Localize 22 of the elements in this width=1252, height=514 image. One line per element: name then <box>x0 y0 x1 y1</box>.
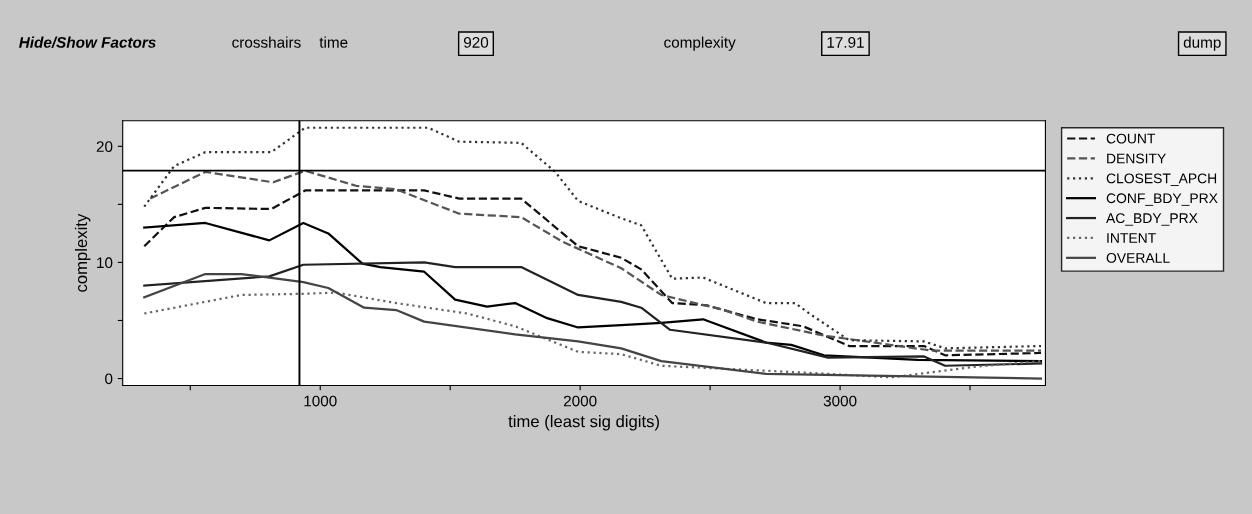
text: crosshairs <box>232 36 301 48</box>
x-axis-title: time (least sig digits) <box>508 415 659 431</box>
text: 17.91 <box>827 36 864 48</box>
legend-label: CLOSEST_APCH <box>1106 173 1217 186</box>
legend-label: OVERALL <box>1106 253 1170 263</box>
x-tick-label: 2000 <box>563 395 597 407</box>
y-tick-label: 10 <box>97 257 113 269</box>
x-tick-label: 1000 <box>304 395 337 407</box>
y-axis-title: complexity <box>74 213 91 292</box>
text: complexity <box>664 36 736 51</box>
text: dump <box>1183 36 1221 51</box>
text: 920 <box>463 36 489 48</box>
legend-label: COUNT <box>1106 133 1156 144</box>
y-tick-label: 20 <box>96 141 113 153</box>
y-tick-label: 0 <box>105 373 113 385</box>
text: time <box>319 36 348 48</box>
legend-label: CONF_BDY_PRX <box>1106 193 1218 206</box>
x-tick-label: 3000 <box>823 395 857 407</box>
legend-label: INTENT <box>1107 233 1156 243</box>
legend-label: DENSITY <box>1107 153 1166 164</box>
legend-label: AC_BDY_PRX <box>1106 213 1198 226</box>
text: Hide/Show Factors <box>19 36 156 48</box>
